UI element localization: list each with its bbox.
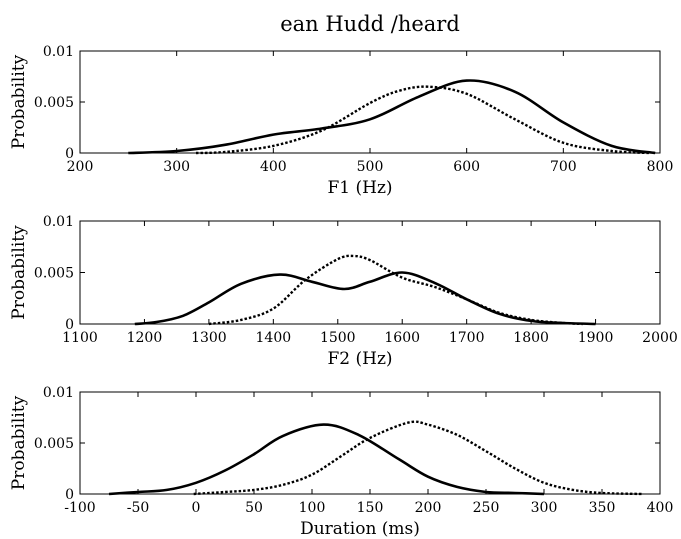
plot-2-ytick-label: 0.01 — [43, 214, 74, 230]
plot-3-ytick-label: 0.005 — [34, 436, 74, 452]
plot-3-ytick-label: 0.01 — [43, 385, 74, 401]
plot-1-ylabel: Probability — [9, 54, 29, 149]
plot-2-xtick-label: 2000 — [642, 330, 678, 346]
plot-1-xtick-label: 500 — [357, 159, 384, 175]
plot-2-xtick-label: 1600 — [384, 330, 420, 346]
plot-1-xlabel: F1 (Hz) — [327, 178, 392, 198]
plot-2-axes-frame — [79, 220, 661, 325]
plot-2-ylabel: Probability — [9, 225, 29, 320]
plot-2-ytick-label: 0.005 — [34, 266, 74, 282]
plot-2-xtick-label: 1500 — [320, 330, 356, 346]
plot-3-ytick-label: 0 — [65, 487, 74, 503]
plot-2-xtick-label: 1200 — [127, 330, 163, 346]
plot-1-solid-curve — [128, 79, 656, 155]
plot-1-ytick-label: 0 — [65, 146, 74, 162]
plot-1-dotted-curve — [195, 85, 651, 155]
plot-3-xtick-label: 0 — [192, 500, 201, 516]
plot-1-xtick-label: 600 — [453, 159, 480, 175]
plot-2-xtick-label: 1900 — [578, 330, 614, 346]
plot-3-xtick-label: 200 — [415, 500, 442, 516]
plot-2-xtick-label: 1300 — [191, 330, 227, 346]
plot-3-solid-curve — [108, 423, 545, 496]
plot-2-solid-curve — [134, 271, 596, 326]
plot-3-dotted-curve — [193, 420, 643, 496]
plot-3-xlabel: Duration (ms) — [300, 519, 420, 539]
plot-3-ylabel: Probability — [9, 395, 29, 490]
plot-3-xtick-label: 50 — [245, 500, 263, 516]
plot-1-ytick-label: 0.005 — [34, 95, 74, 111]
plot-3-xtick-label: -100 — [64, 500, 95, 516]
plot-3-axes-frame — [79, 391, 661, 495]
plot-3-xtick-label: 150 — [357, 500, 384, 516]
plot-1-xtick-label: 400 — [260, 159, 287, 175]
plot-1-xtick-label: 200 — [67, 159, 94, 175]
plot-1-ytick-label: 0.01 — [43, 44, 74, 60]
plot-2-xtick-label: 1800 — [513, 330, 549, 346]
plot-3-xtick-label: 100 — [299, 500, 326, 516]
plot-2-xtick-label: 1100 — [62, 330, 98, 346]
plot-3-xtick-label: -50 — [127, 500, 150, 516]
plot-1-xtick-label: 800 — [647, 159, 674, 175]
plot-3-xtick-label: 400 — [647, 500, 674, 516]
plot-2-dotted-curve — [208, 254, 583, 326]
plot-1-xtick-label: 700 — [550, 159, 577, 175]
plot-3-xtick-label: 350 — [589, 500, 616, 516]
plot-2-xlabel: F2 (Hz) — [327, 349, 392, 369]
plot-1-xtick-label: 300 — [163, 159, 190, 175]
plot-3-xtick-label: 250 — [473, 500, 500, 516]
figure-title: ean Hudd /heard — [280, 12, 460, 36]
plot-2-ytick-label: 0 — [65, 317, 74, 333]
plot-3-xtick-label: 300 — [531, 500, 558, 516]
plot-2-xtick-label: 1700 — [449, 330, 485, 346]
plot-2-xtick-label: 1400 — [256, 330, 292, 346]
